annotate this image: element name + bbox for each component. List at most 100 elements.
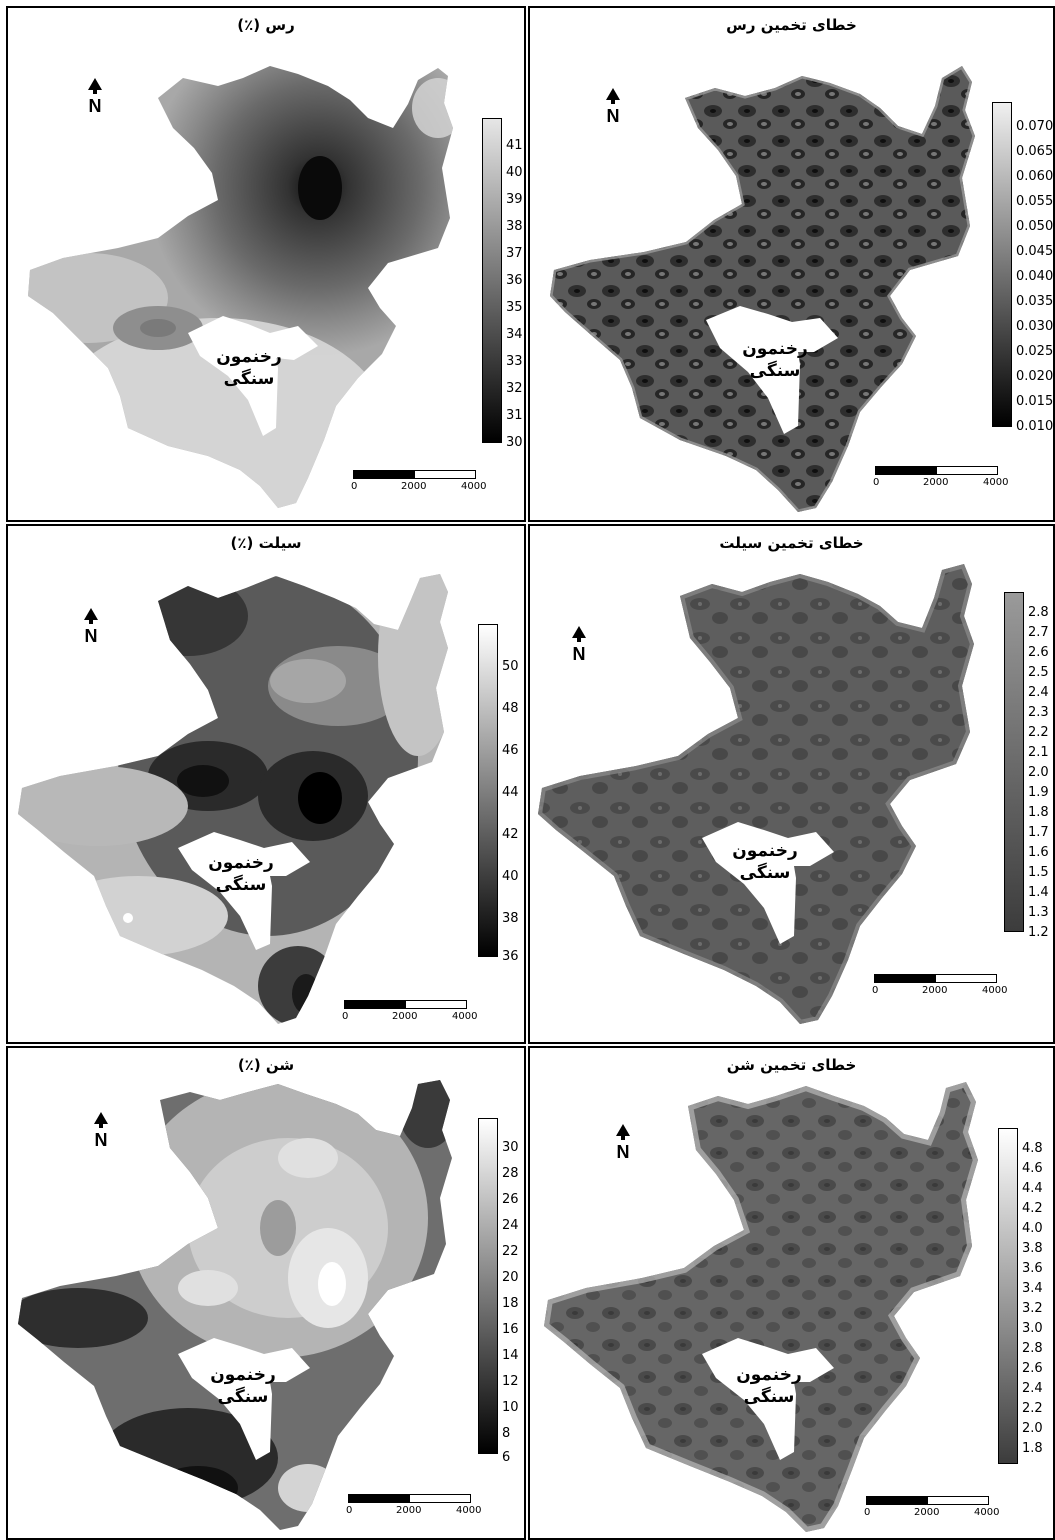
scale-bar: 0 2000 4000 bbox=[872, 974, 1007, 1004]
scale-bar: 0 2000 4000 bbox=[864, 1496, 999, 1526]
panel-title: خطای تخمین رس bbox=[726, 16, 857, 34]
legend-tick: 4.4 bbox=[1022, 1181, 1043, 1196]
scale-label-4000: 4000 bbox=[461, 481, 487, 492]
legend: 50 48 46 44 42 40 38 36 bbox=[478, 624, 524, 969]
legend-tick: 0.015 bbox=[1016, 394, 1054, 409]
north-arrow-icon: N bbox=[84, 608, 98, 644]
legend-tick: 33 bbox=[506, 354, 523, 369]
sand-contour-map bbox=[18, 1080, 452, 1530]
legend-tick: 40 bbox=[502, 869, 519, 884]
legend-tick: 48 bbox=[502, 701, 519, 716]
scale-label-2000: 2000 bbox=[396, 1505, 422, 1516]
scale-label-2000: 2000 bbox=[914, 1507, 940, 1518]
legend-tick: 35 bbox=[506, 300, 523, 315]
legend-tick: 38 bbox=[502, 911, 519, 926]
rock-label-line2: سنگی bbox=[749, 361, 801, 381]
legend-tick: 22 bbox=[502, 1244, 519, 1259]
legend-tick: 2.8 bbox=[1028, 605, 1049, 620]
legend-tick: 14 bbox=[502, 1348, 519, 1363]
legend-tick: 2.0 bbox=[1022, 1421, 1043, 1436]
legend-tick: 0.055 bbox=[1016, 194, 1054, 209]
legend-tick: 2.6 bbox=[1022, 1361, 1043, 1376]
legend-tick: 39 bbox=[506, 192, 523, 207]
scale-label-2000: 2000 bbox=[401, 481, 427, 492]
scale-label-2000: 2000 bbox=[922, 985, 948, 996]
legend-tick: 0.050 bbox=[1016, 219, 1054, 234]
legend-tick: 36 bbox=[502, 949, 519, 964]
silt-contour-map bbox=[18, 574, 448, 1024]
legend-tick: 20 bbox=[502, 1270, 519, 1285]
legend-tick: 46 bbox=[502, 743, 519, 758]
legend-tick: 42 bbox=[502, 827, 519, 842]
legend-tick: 50 bbox=[502, 659, 519, 674]
legend-tick: 34 bbox=[506, 327, 523, 342]
panel-title: خطای تخمین سیلت bbox=[719, 534, 864, 552]
legend-tick: 0.035 bbox=[1016, 294, 1054, 309]
map-panel-clay: رس (٪) N bbox=[6, 6, 526, 522]
rock-label-line2: سنگی bbox=[223, 369, 275, 389]
legend-tick: 6 bbox=[502, 1450, 511, 1465]
legend: 0.070 0.065 0.060 0.055 0.050 0.045 0.04… bbox=[992, 102, 1054, 442]
north-arrow-icon: N bbox=[94, 1112, 108, 1148]
legend: 4.8 4.6 4.4 4.2 4.0 3.8 3.6 3.4 3.2 3.0 … bbox=[998, 1128, 1052, 1468]
legend-tick: 40 bbox=[506, 165, 523, 180]
legend-tick: 2.0 bbox=[1028, 765, 1049, 780]
scale-label-0: 0 bbox=[346, 1505, 353, 1516]
legend-tick: 31 bbox=[506, 408, 523, 423]
legend-tick: 4.6 bbox=[1022, 1161, 1043, 1176]
legend-tick: 30 bbox=[502, 1140, 519, 1155]
silt-error-contour-map bbox=[538, 564, 974, 1024]
rock-label-line1: رخنمون bbox=[732, 841, 798, 861]
legend-tick: 28 bbox=[502, 1166, 519, 1181]
legend-tick: 2.3 bbox=[1028, 705, 1049, 720]
legend-tick: 2.2 bbox=[1028, 725, 1049, 740]
svg-text:N: N bbox=[85, 626, 98, 644]
legend-tick: 1.3 bbox=[1028, 905, 1049, 920]
scale-bar: 0 2000 4000 bbox=[346, 1494, 481, 1524]
rock-outcrop-label: رخنمون سنگی bbox=[710, 840, 820, 884]
rock-outcrop-label: رخنمون سنگی bbox=[186, 852, 296, 896]
rock-label-line1: رخنمون bbox=[216, 347, 282, 367]
legend-tick: 18 bbox=[502, 1296, 519, 1311]
legend-tick: 38 bbox=[506, 219, 523, 234]
rock-label-line2: سنگی bbox=[215, 875, 267, 895]
legend-tick: 4.2 bbox=[1022, 1201, 1043, 1216]
legend-tick: 2.8 bbox=[1022, 1341, 1043, 1356]
legend-tick: 1.8 bbox=[1022, 1441, 1043, 1456]
legend-tick: 4.0 bbox=[1022, 1221, 1043, 1236]
north-arrow-icon: N bbox=[88, 78, 102, 114]
legend-tick: 1.2 bbox=[1028, 925, 1049, 940]
legend-tick: 3.4 bbox=[1022, 1281, 1043, 1296]
rock-label-line1: رخنمون bbox=[742, 339, 808, 359]
legend-tick: 0.065 bbox=[1016, 144, 1054, 159]
legend-tick: 4.8 bbox=[1022, 1141, 1043, 1156]
legend-tick: 2.5 bbox=[1028, 665, 1049, 680]
legend-tick: 0.040 bbox=[1016, 269, 1054, 284]
scale-label-0: 0 bbox=[342, 1011, 349, 1022]
scale-label-4000: 4000 bbox=[982, 985, 1008, 996]
rock-label-line1: رخنمون bbox=[208, 853, 274, 873]
legend-tick: 44 bbox=[502, 785, 519, 800]
legend-tick: 10 bbox=[502, 1400, 519, 1415]
legend-tick: 0.010 bbox=[1016, 419, 1054, 434]
legend-tick: 2.6 bbox=[1028, 645, 1049, 660]
scale-bar: 0 2000 4000 bbox=[342, 1000, 477, 1030]
scale-label-0: 0 bbox=[864, 1507, 871, 1518]
legend-tick: 3.6 bbox=[1022, 1261, 1043, 1276]
legend-tick: 3.2 bbox=[1022, 1301, 1043, 1316]
map-panel-sand-error: خطای تخمین شن N رخنمون سنگی bbox=[528, 1046, 1055, 1540]
svg-text:N: N bbox=[89, 96, 102, 114]
svg-text:N: N bbox=[617, 1142, 630, 1160]
rock-outcrop-label: رخنمون سنگی bbox=[720, 338, 830, 382]
rock-label-line2: سنگی bbox=[739, 863, 791, 883]
scale-label-4000: 4000 bbox=[983, 477, 1009, 488]
legend: 41 40 39 38 37 36 35 34 33 32 31 30 bbox=[482, 118, 524, 449]
legend-tick: 2.4 bbox=[1022, 1381, 1043, 1396]
legend-tick: 0.045 bbox=[1016, 244, 1054, 259]
scale-label-2000: 2000 bbox=[392, 1011, 418, 1022]
legend-tick: 26 bbox=[502, 1192, 519, 1207]
rock-outcrop-label: رخنمون سنگی bbox=[194, 346, 304, 390]
legend-tick: 1.9 bbox=[1028, 785, 1049, 800]
legend-tick: 1.7 bbox=[1028, 825, 1049, 840]
legend-tick: 0.020 bbox=[1016, 369, 1054, 384]
